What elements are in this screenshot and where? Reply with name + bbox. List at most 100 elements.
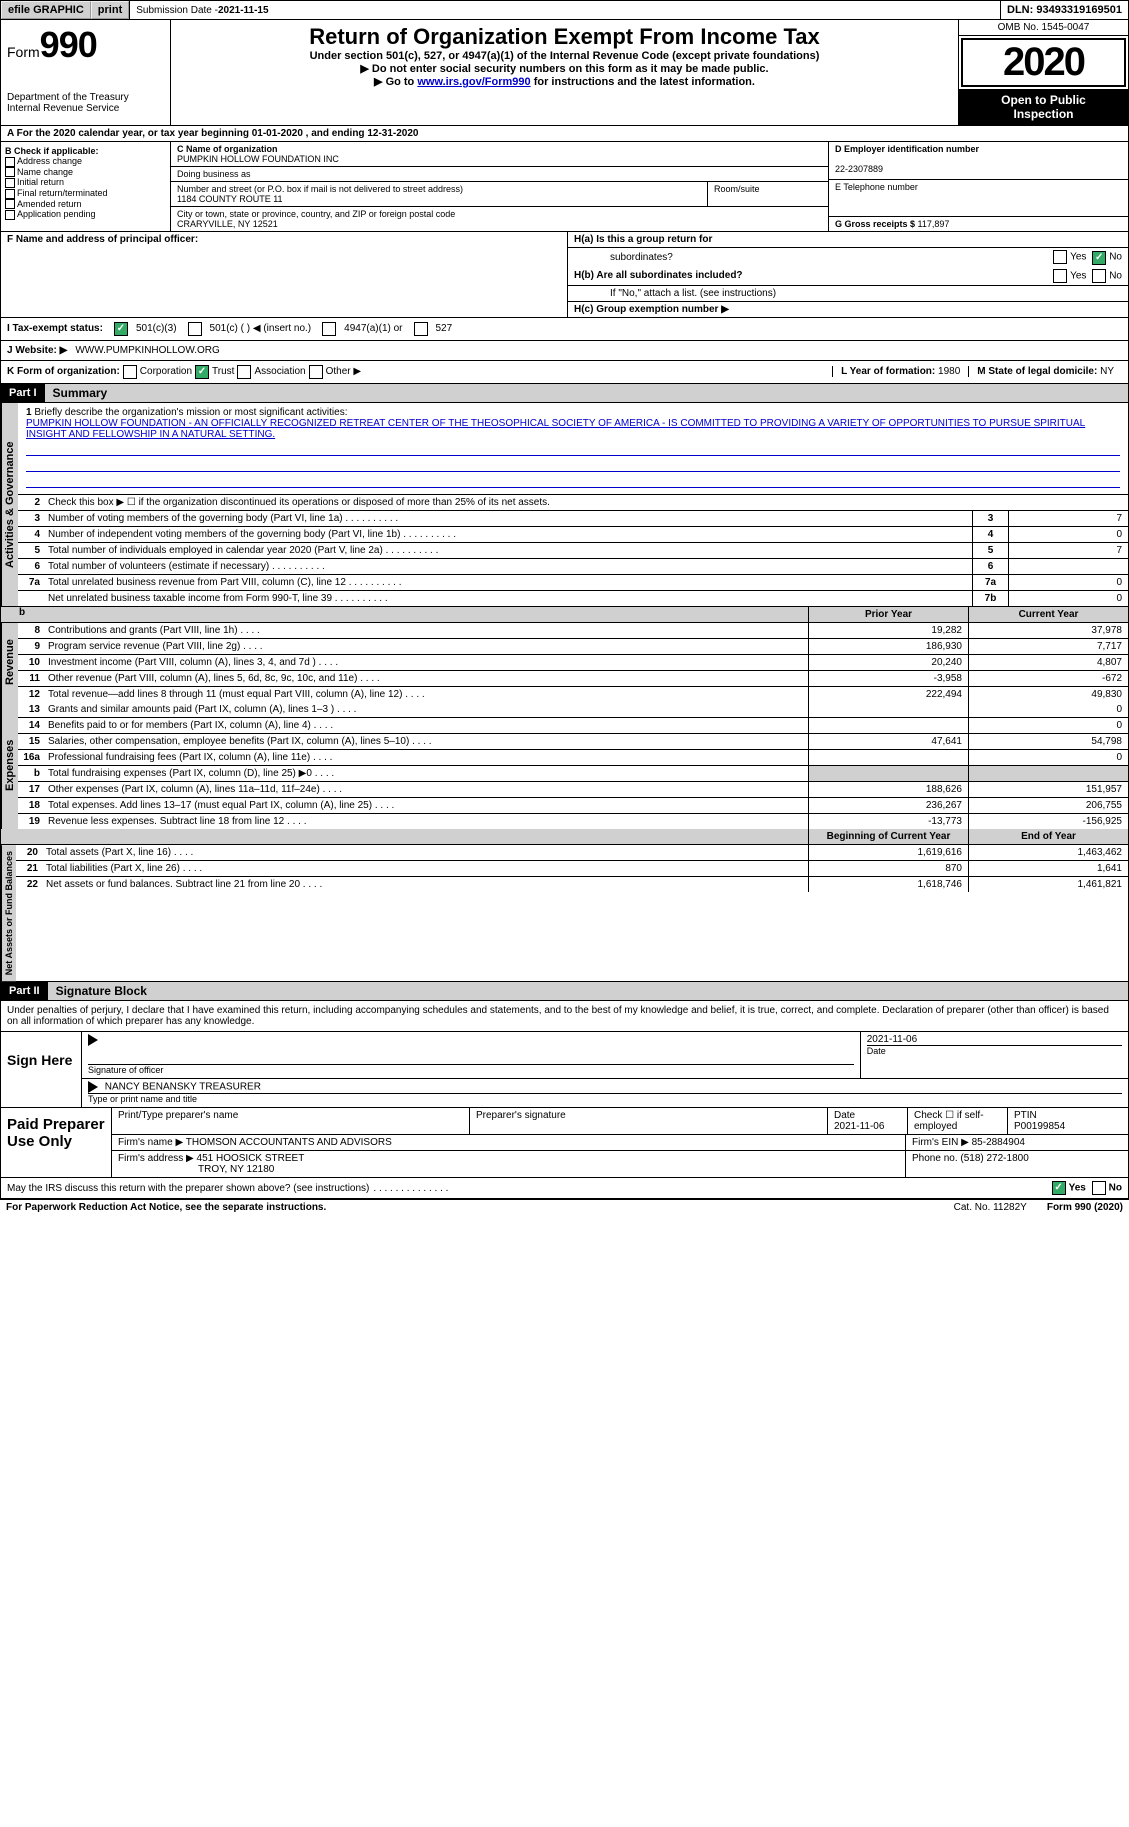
form990-link[interactable]: www.irs.gov/Form990 <box>417 76 530 88</box>
final-return-checkbox[interactable]: Final return/terminated <box>5 188 166 199</box>
firm-ein-label: Firm's EIN ▶ <box>912 1137 972 1148</box>
submission-date: Submission Date - 2021-11-15 <box>129 1 274 19</box>
trust-label: Trust <box>212 366 234 377</box>
prior-year-header: Prior Year <box>808 607 968 622</box>
preparer-date-label: Date <box>834 1110 855 1121</box>
financial-row: 8Contributions and grants (Part VIII, li… <box>18 623 1128 639</box>
governance-row: 5Total number of individuals employed in… <box>18 543 1128 559</box>
telephone-label: E Telephone number <box>835 182 918 192</box>
initial-return-checkbox[interactable]: Initial return <box>5 177 166 188</box>
mission-q: Briefly describe the organization's miss… <box>34 407 347 418</box>
part1-header: Part I Summary <box>0 384 1129 403</box>
financial-row: 21Total liabilities (Part X, line 26) . … <box>16 861 1128 877</box>
preparer-date-value: 2021-11-06 <box>834 1121 884 1132</box>
page-footer: For Paperwork Reduction Act Notice, see … <box>0 1199 1129 1215</box>
527-checkbox[interactable] <box>414 322 428 336</box>
group-exemption-hc: H(c) Group exemption number ▶ <box>568 302 1128 317</box>
governance-row: 6Total number of volunteers (estimate if… <box>18 559 1128 575</box>
no-label-2: No <box>1109 270 1122 281</box>
501c-checkbox[interactable] <box>188 322 202 336</box>
501c3-label: 501(c)(3) <box>136 323 177 334</box>
other-checkbox[interactable] <box>309 365 323 379</box>
501c3-checkbox[interactable]: ✓ <box>114 322 128 336</box>
form-goto: ▶ Go to www.irs.gov/Form990 for instruct… <box>177 75 952 88</box>
header-right: OMB No. 1545-0047 2020 Open to Public In… <box>958 20 1128 125</box>
year-formation-label: L Year of formation: <box>841 366 938 377</box>
application-pending-checkbox[interactable]: Application pending <box>5 209 166 220</box>
preparer-row-2: Firm's name ▶ THOMSON ACCOUNTANTS AND AD… <box>112 1135 1128 1151</box>
financial-row: 13Grants and similar amounts paid (Part … <box>18 702 1128 718</box>
form-of-org-row: K Form of organization: Corporation ✓Tru… <box>0 361 1129 384</box>
preparer-row-1: Print/Type preparer's name Preparer's si… <box>112 1108 1128 1135</box>
hb-note-row: If "No," attach a list. (see instruction… <box>568 286 1128 302</box>
4947-checkbox[interactable] <box>322 322 336 336</box>
principal-officer: F Name and address of principal officer: <box>1 232 568 317</box>
name-change-checkbox[interactable]: Name change <box>5 167 166 178</box>
preparer-name-label: Print/Type preparer's name <box>112 1108 470 1134</box>
row-i-label: I Tax-exempt status: <box>7 323 103 334</box>
eoy-header: End of Year <box>968 829 1128 844</box>
underline <box>26 474 1120 488</box>
no-label: No <box>1109 252 1122 263</box>
discontinue-text: Check this box ▶ ☐ if the organization d… <box>44 495 1128 510</box>
activities-governance-label: Activities & Governance <box>1 403 18 606</box>
ha-no-checkbox[interactable]: ✓ <box>1092 251 1106 265</box>
corporation-checkbox[interactable] <box>123 365 137 379</box>
hb-no-checkbox[interactable] <box>1092 269 1106 283</box>
501c-label: 501(c) ( ) ◀ (insert no.) <box>210 323 312 334</box>
otp-line2: Inspection <box>1013 107 1073 121</box>
yes-label: Yes <box>1070 252 1086 263</box>
entity-block: B Check if applicable: Address change Na… <box>0 142 1129 232</box>
address-change-checkbox[interactable]: Address change <box>5 156 166 167</box>
discuss-no-label: No <box>1109 1182 1122 1193</box>
website-row: J Website: ▶ WWW.PUMPKINHOLLOW.ORG <box>0 341 1129 361</box>
form-990: 990 <box>40 24 97 65</box>
check-if-applicable: B Check if applicable: Address change Na… <box>1 142 171 231</box>
firm-phone-label: Phone no. <box>912 1153 960 1164</box>
self-employed-check[interactable]: Check ☐ if self-employed <box>908 1108 1008 1134</box>
application-pending-label: Application pending <box>17 209 96 219</box>
ha-label: H(a) Is this a group return for <box>574 234 712 245</box>
financial-row: 11Other revenue (Part VIII, column (A), … <box>18 671 1128 687</box>
hb-label: H(b) Are all subordinates included? <box>574 270 743 281</box>
financial-row: 17Other expenses (Part IX, column (A), l… <box>18 782 1128 798</box>
association-checkbox[interactable] <box>237 365 251 379</box>
financial-row: bTotal fundraising expenses (Part IX, co… <box>18 766 1128 782</box>
trust-checkbox[interactable]: ✓ <box>195 365 209 379</box>
principal-officer-label: F Name and address of principal officer: <box>7 234 198 245</box>
fin-header-2: Beginning of Current Year End of Year <box>1 829 1128 845</box>
website-value: WWW.PUMPKINHOLLOW.ORG <box>75 345 219 356</box>
discuss-no-checkbox[interactable] <box>1092 1181 1106 1195</box>
governance-row: Net unrelated business taxable income fr… <box>18 591 1128 606</box>
expenses-label: Expenses <box>1 702 18 829</box>
fin-header-1: b Prior Year Current Year <box>1 607 1128 623</box>
financial-row: 12Total revenue—add lines 8 through 11 (… <box>18 687 1128 702</box>
declaration-text: Under penalties of perjury, I declare th… <box>0 1001 1129 1032</box>
discuss-yes-checkbox[interactable]: ✓ <box>1052 1181 1066 1195</box>
mission-block: 1 Briefly describe the organization's mi… <box>18 403 1128 495</box>
header-center: Return of Organization Exempt From Incom… <box>171 20 958 125</box>
efile-graphic-button[interactable]: efile GRAPHIC <box>1 1 91 19</box>
print-button[interactable]: print <box>91 1 129 19</box>
name-change-label: Name change <box>17 167 73 177</box>
dba-cell: Doing business as <box>171 167 828 182</box>
firm-name-label: Firm's name ▶ <box>118 1137 183 1148</box>
revenue-section: Revenue 8Contributions and grants (Part … <box>1 623 1128 702</box>
amended-return-label: Amended return <box>17 199 82 209</box>
dept-label: Department of the Treasury <box>7 92 129 103</box>
part1-title: Summary <box>45 384 116 402</box>
hb-yes-checkbox[interactable] <box>1053 269 1067 283</box>
website-label: J Website: ▶ <box>7 345 67 356</box>
amended-return-checkbox[interactable]: Amended return <box>5 199 166 210</box>
gross-receipts-label: G Gross receipts $ <box>835 219 918 229</box>
ein-cell: D Employer identification number 22-2307… <box>829 142 1128 180</box>
date-label: Date <box>867 1046 886 1056</box>
org-info: C Name of organization PUMPKIN HOLLOW FO… <box>171 142 828 231</box>
4947-label: 4947(a)(1) or <box>344 323 402 334</box>
ha-yes-checkbox[interactable] <box>1053 250 1067 264</box>
type-print-label: Type or print name and title <box>88 1094 197 1104</box>
org-name-label: C Name of organization <box>177 144 278 154</box>
arrow-icon <box>88 1081 98 1093</box>
discontinue-row: 2 Check this box ▶ ☐ if the organization… <box>18 495 1128 511</box>
dln: DLN: 93493319169501 <box>1000 1 1128 19</box>
